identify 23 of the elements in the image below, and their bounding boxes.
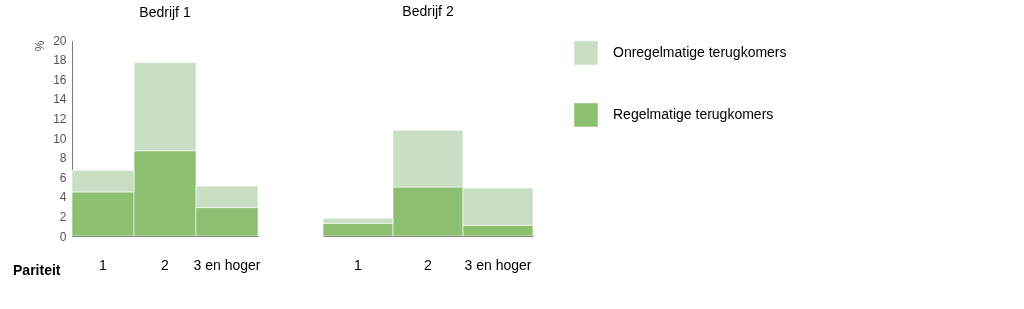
y-tick-label: 18 bbox=[53, 53, 67, 68]
x-tick-label: 1 bbox=[354, 256, 363, 273]
x-tick-label: 1 bbox=[99, 256, 108, 273]
chart-title: Bedrijf 2 bbox=[402, 3, 454, 19]
y-tick-label: 0 bbox=[59, 229, 67, 244]
y-tick-label: 12 bbox=[53, 111, 67, 126]
x-axis-title: Pariteit bbox=[13, 261, 61, 278]
y-tick-label: 14 bbox=[53, 92, 67, 107]
y-tick-label: 20 bbox=[53, 33, 67, 48]
y-tick-label: 16 bbox=[53, 72, 67, 87]
x-tick-label: 3 en hoger bbox=[193, 256, 261, 273]
x-tick-label: 2 bbox=[161, 256, 170, 273]
y-tick-label: 4 bbox=[59, 190, 67, 205]
y-tick-label: 10 bbox=[53, 131, 67, 146]
x-tick-label: 3 en hoger bbox=[464, 256, 532, 273]
y-tick-label: 2 bbox=[59, 209, 67, 224]
chart-title: Bedrijf 1 bbox=[139, 4, 191, 20]
y-tick-label: 8 bbox=[59, 151, 67, 166]
x-tick-label: 2 bbox=[424, 256, 433, 273]
y-axis-title: % bbox=[33, 40, 48, 52]
legend-label: Onregelmatige terugkomers bbox=[613, 44, 787, 60]
legend-label: Regelmatige terugkomers bbox=[613, 106, 774, 122]
y-tick-label: 6 bbox=[59, 170, 67, 185]
